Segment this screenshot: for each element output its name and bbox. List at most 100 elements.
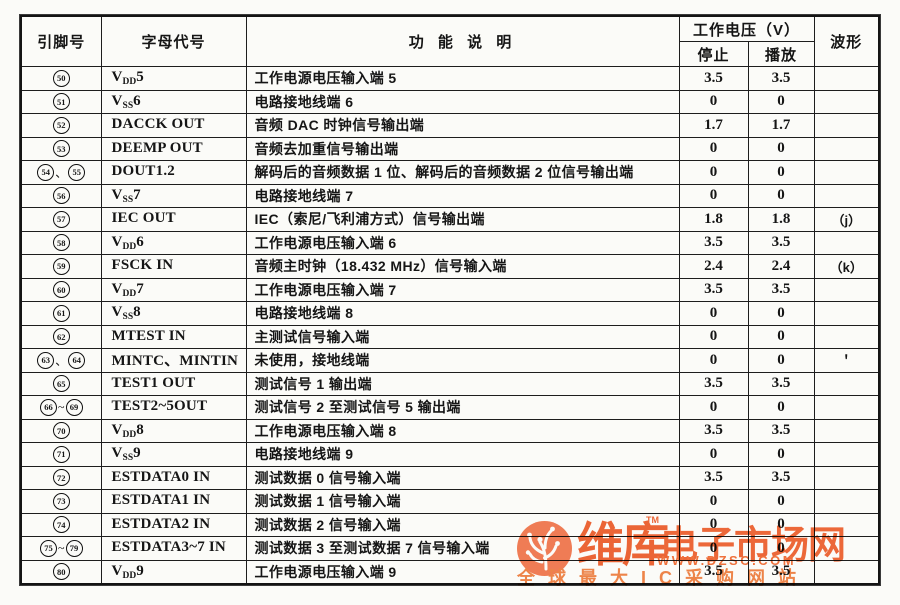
pin-code-base: V <box>111 421 123 438</box>
table-header: 引脚号 字母代号 功 能 说 明 工作电压（V） 波形 停止 播放 <box>20 15 880 67</box>
voltage-play-cell: 0 <box>747 536 815 561</box>
table-row: 75 ~79 ESTDATA3~7 IN 测试数据 3 至测试数据 7 信号输入端… <box>20 536 880 561</box>
pin-function-table: 引脚号 字母代号 功 能 说 明 工作电压（V） 波形 停止 播放 50 VDD… <box>18 14 882 586</box>
pin-code-cell: MINTC、MINTIN <box>100 348 247 373</box>
waveform-cell <box>813 371 880 396</box>
pin-description-cell: 音频去加重信号输出端 <box>245 136 680 161</box>
waveform-cell <box>813 324 880 349</box>
pin-description-cell: 工作电源电压输入端 5 <box>245 66 680 91</box>
pin-code-base: DEEMP OUT <box>111 139 203 156</box>
waveform-cell <box>813 512 880 537</box>
voltage-play-cell: 3.5 <box>747 418 815 443</box>
col-header-voltage-group: 工作电压（V） <box>678 15 815 42</box>
circled-pin-number: 60 <box>52 281 70 299</box>
pin-separator: ~ <box>58 399 65 414</box>
voltage-play-cell: 0 <box>747 442 815 467</box>
waveform-cell <box>813 465 880 490</box>
pin-number-cell: 57 <box>20 207 102 232</box>
circled-pin-number: 56 <box>52 187 70 205</box>
voltage-play-cell: 0 <box>747 160 815 185</box>
pin-separator: 、 <box>55 353 68 368</box>
pin-code-base: ESTDATA0 IN <box>111 468 211 485</box>
pin-number-cell: 58 <box>20 230 102 255</box>
pin-description-cell: IEC（索尼/飞利浦方式）信号输出端 <box>245 207 680 232</box>
pin-separator: 、 <box>55 165 68 180</box>
circled-pin-number: 66 <box>40 398 57 416</box>
pin-number-cell: 73 <box>20 489 102 514</box>
pin-code-cell: DEEMP OUT <box>100 136 247 161</box>
waveform-cell <box>813 536 880 561</box>
pin-code-suffix: 6 <box>133 92 141 109</box>
pin-code-subscript: SS <box>122 312 134 323</box>
col-header-code: 字母代号 <box>100 15 247 67</box>
circled-pin-number: 62 <box>52 328 70 346</box>
waveform-cell <box>813 489 880 514</box>
pin-description-cell: 电路接地线端 9 <box>245 442 680 467</box>
circled-pin-number: 51 <box>52 93 70 111</box>
circled-pin-number: 50 <box>52 69 70 87</box>
waveform-cell: （j） <box>813 207 880 232</box>
pin-code-subscript: DD <box>122 77 137 88</box>
circled-pin-number: 64 <box>68 351 86 369</box>
pin-code-subscript: DD <box>122 288 137 299</box>
circled-pin-number: 52 <box>52 116 70 134</box>
circled-pin-number: 58 <box>52 234 70 252</box>
voltage-stop-cell: 3.5 <box>678 418 749 443</box>
pin-code-base: TEST1 OUT <box>111 374 196 391</box>
voltage-play-cell: 3.5 <box>747 277 815 302</box>
pin-code-cell: VDD5 <box>100 66 247 91</box>
voltage-stop-cell: 3.5 <box>678 559 749 585</box>
circled-pin-number: 75 <box>40 539 57 557</box>
pin-code-cell: IEC OUT <box>100 207 247 232</box>
table-row: 63、 64 MINTC、MINTIN 未使用，接地线端 0 0 ＇ <box>20 348 880 373</box>
table-row: 66 ~69 TEST2~5OUT 测试信号 2 至测试信号 5 输出端 0 0 <box>20 395 880 420</box>
circled-pin-number: 80 <box>52 563 70 581</box>
pin-code-base: V <box>111 186 123 203</box>
col-header-waveform: 波形 <box>813 15 880 67</box>
pin-code-suffix: 6 <box>136 233 144 250</box>
circled-pin-number: 71 <box>52 445 70 463</box>
pin-code-base: V <box>111 92 123 109</box>
waveform-cell <box>813 442 880 467</box>
voltage-stop-cell: 0 <box>678 183 749 208</box>
pin-number-cell: 60 <box>20 277 102 302</box>
pin-code-base: V <box>111 280 123 297</box>
pin-description-cell: 工作电源电压输入端 6 <box>245 230 680 255</box>
voltage-play-cell: 0 <box>747 512 815 537</box>
circled-pin-number: 54 <box>37 163 55 181</box>
col-header-stop: 停止 <box>678 41 749 67</box>
pin-code-suffix: 9 <box>133 445 141 462</box>
pin-description-cell: 测试数据 2 信号输入端 <box>245 512 680 537</box>
voltage-play-cell: 3.5 <box>747 465 815 490</box>
pin-number-cell: 62 <box>20 324 102 349</box>
pin-description-cell: 测试信号 1 输出端 <box>245 371 680 396</box>
waveform-cell <box>813 89 880 114</box>
waveform-cell <box>813 418 880 443</box>
voltage-play-cell: 1.8 <box>747 207 815 232</box>
pin-code-cell: MTEST IN <box>100 324 247 349</box>
pin-description-cell: 测试数据 3 至测试数据 7 信号输入端 <box>245 536 680 561</box>
circled-pin-number: 55 <box>68 163 86 181</box>
voltage-stop-cell: 0 <box>678 442 749 467</box>
voltage-play-cell: 0 <box>747 136 815 161</box>
pin-number-cell: 80 <box>20 559 102 585</box>
pin-code-cell: VDD6 <box>100 230 247 255</box>
voltage-stop-cell: 0 <box>678 512 749 537</box>
pin-description-cell: 音频主时钟（18.432 MHz）信号输入端 <box>245 254 680 279</box>
circled-pin-number: 65 <box>52 375 70 393</box>
waveform-cell <box>813 160 880 185</box>
pin-code-cell: VSS8 <box>100 301 247 326</box>
pin-code-cell: VSS6 <box>100 89 247 114</box>
pin-number-cell: 53 <box>20 136 102 161</box>
pin-description-cell: 解码后的音频数据 1 位、解码后的音频数据 2 位信号输出端 <box>245 160 680 185</box>
pin-number-cell: 70 <box>20 418 102 443</box>
circled-pin-number: 63 <box>37 351 55 369</box>
pin-code-base: ESTDATA1 IN <box>111 492 211 509</box>
col-header-description: 功 能 说 明 <box>245 15 680 67</box>
pin-number-cell: 66 ~69 <box>20 395 102 420</box>
pin-description-cell: 电路接地线端 6 <box>245 89 680 114</box>
pin-code-cell: VDD9 <box>100 559 247 585</box>
table-row: 70 VDD8 工作电源电压输入端 8 3.5 3.5 <box>20 418 880 443</box>
circled-pin-number: 72 <box>52 469 70 487</box>
voltage-play-cell: 3.5 <box>747 559 815 585</box>
